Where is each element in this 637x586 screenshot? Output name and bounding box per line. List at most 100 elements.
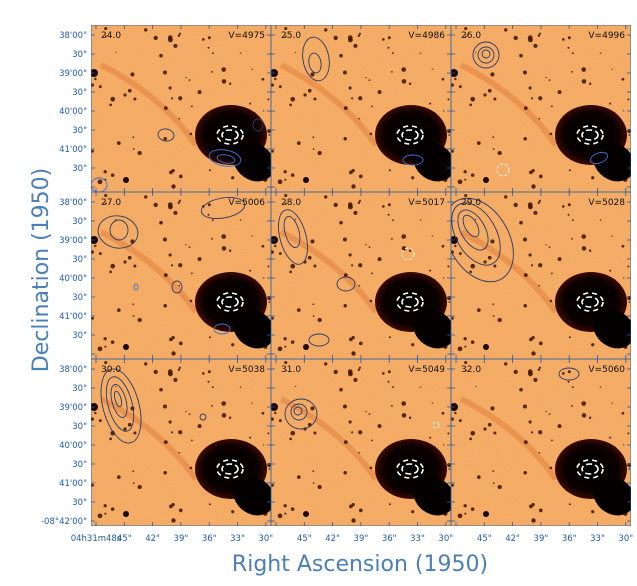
contour-line — [284, 398, 318, 430]
contour-line — [308, 52, 322, 74]
center-contour — [396, 459, 424, 479]
ra-tick-label: 30" — [438, 534, 453, 544]
contour-line — [252, 118, 264, 132]
contour-line — [97, 215, 139, 249]
dec-tick-label: 30" — [72, 255, 87, 265]
contour-line — [462, 214, 480, 238]
dec-tick-label: 30" — [72, 384, 87, 394]
center-contour — [401, 463, 419, 475]
ra-tick-label: 42" — [505, 534, 520, 544]
contour-line — [199, 413, 207, 421]
hi-contours — [472, 41, 609, 177]
center-contour — [581, 463, 599, 475]
dec-tick-label: 38'00" — [59, 31, 87, 41]
ra-tick-label: 45" — [297, 534, 312, 544]
galaxy-blob — [555, 272, 631, 349]
ra-tick-label: 33" — [410, 534, 425, 544]
hi-contours — [284, 398, 440, 430]
dec-tick-label: 30" — [72, 293, 87, 303]
center-contour — [581, 296, 599, 308]
contour-line — [208, 149, 242, 167]
ra-tick-label: 42" — [145, 534, 160, 544]
dec-tick-label: 38'00" — [59, 198, 87, 208]
dec-tick-label: 30" — [72, 50, 87, 60]
channel-panel — [271, 192, 451, 359]
channel-panel — [451, 192, 631, 359]
contour-line — [451, 202, 501, 266]
center-contour — [576, 459, 604, 479]
hi-contours — [97, 196, 246, 335]
dec-tick-label: 40'00" — [59, 274, 87, 284]
ra-tick-label: 39" — [354, 534, 369, 544]
hi-contours — [91, 118, 264, 192]
contour-line — [451, 197, 514, 283]
ra-tick-label: 04h31m48s — [71, 534, 122, 544]
contour-line — [589, 151, 609, 165]
contour-line — [290, 403, 308, 421]
contour-line — [278, 209, 308, 265]
contour-line — [105, 376, 135, 432]
contour-line — [109, 219, 129, 241]
dec-tick-label: 30" — [72, 422, 87, 432]
contour-line — [113, 390, 123, 408]
contour-line — [401, 247, 415, 261]
velocity-label: V=4975 — [228, 31, 265, 41]
channel-panel — [451, 359, 631, 526]
contour-line — [100, 368, 142, 444]
center-contour — [216, 459, 244, 479]
dec-tick-label: 30" — [72, 126, 87, 136]
dec-tick-label: 30" — [72, 217, 87, 227]
dec-tick-label: 30" — [72, 164, 87, 174]
dec-tick-label: 30" — [72, 498, 87, 508]
channel-label: 27.0 — [101, 198, 121, 208]
dec-tick-label: 41'00" — [59, 479, 87, 489]
channel-label: 30.0 — [101, 365, 121, 375]
x-axis-title: Right Ascension (1950) — [232, 552, 488, 577]
ra-tick-label: 39" — [534, 534, 549, 544]
contour-line — [432, 421, 440, 429]
channel-panel — [271, 25, 451, 192]
ra-tick-label: 45" — [117, 534, 132, 544]
velocity-label: V=4986 — [408, 31, 445, 41]
dec-tick-label: 39'00" — [59, 403, 87, 413]
ra-tick-label: 39" — [174, 534, 189, 544]
channel-panel — [91, 25, 271, 192]
y-axis-title: Declination (1950) — [29, 168, 54, 373]
galaxy-blob — [195, 272, 271, 349]
hi-contours — [278, 209, 415, 347]
center-contour — [576, 292, 604, 312]
channel-label: 28.0 — [281, 198, 301, 208]
contour-line — [496, 163, 510, 177]
dec-tick-label: 38'00" — [59, 365, 87, 375]
contour-line — [558, 367, 580, 381]
contour-line — [213, 323, 231, 335]
velocity-label: V=4996 — [588, 31, 625, 41]
ra-tick-label: 30" — [258, 534, 273, 544]
dec-tick-label: 41'00" — [59, 312, 87, 322]
panel-grid: 24.0 V=4975 25.0 V=4986 26.0 V=4996 27.0 V=5006… — [91, 25, 631, 526]
channel-label: 25.0 — [281, 31, 301, 41]
center-contour — [221, 463, 239, 475]
channel-label: 31.0 — [281, 365, 301, 375]
center-contour — [576, 125, 604, 145]
center-contour — [396, 292, 424, 312]
galaxy-blob — [375, 439, 451, 516]
galaxy-blob — [555, 439, 631, 516]
contour-line — [157, 128, 175, 142]
contour-line — [283, 215, 301, 249]
galaxy-blob — [375, 105, 451, 182]
channel-panel — [91, 192, 271, 359]
hi-contours — [451, 197, 514, 283]
center-contour — [221, 296, 239, 308]
channel-label: 24.0 — [101, 31, 121, 41]
contour-line — [477, 46, 495, 64]
ra-tick-label: 33" — [230, 534, 245, 544]
ra-tick-label: 30" — [618, 534, 633, 544]
contour-line — [91, 177, 108, 192]
dec-tick-label: 41'00" — [59, 145, 87, 155]
ra-tick-label: 36" — [202, 534, 217, 544]
ra-tick-label: 36" — [382, 534, 397, 544]
center-contour — [216, 292, 244, 312]
center-contour — [216, 125, 244, 145]
